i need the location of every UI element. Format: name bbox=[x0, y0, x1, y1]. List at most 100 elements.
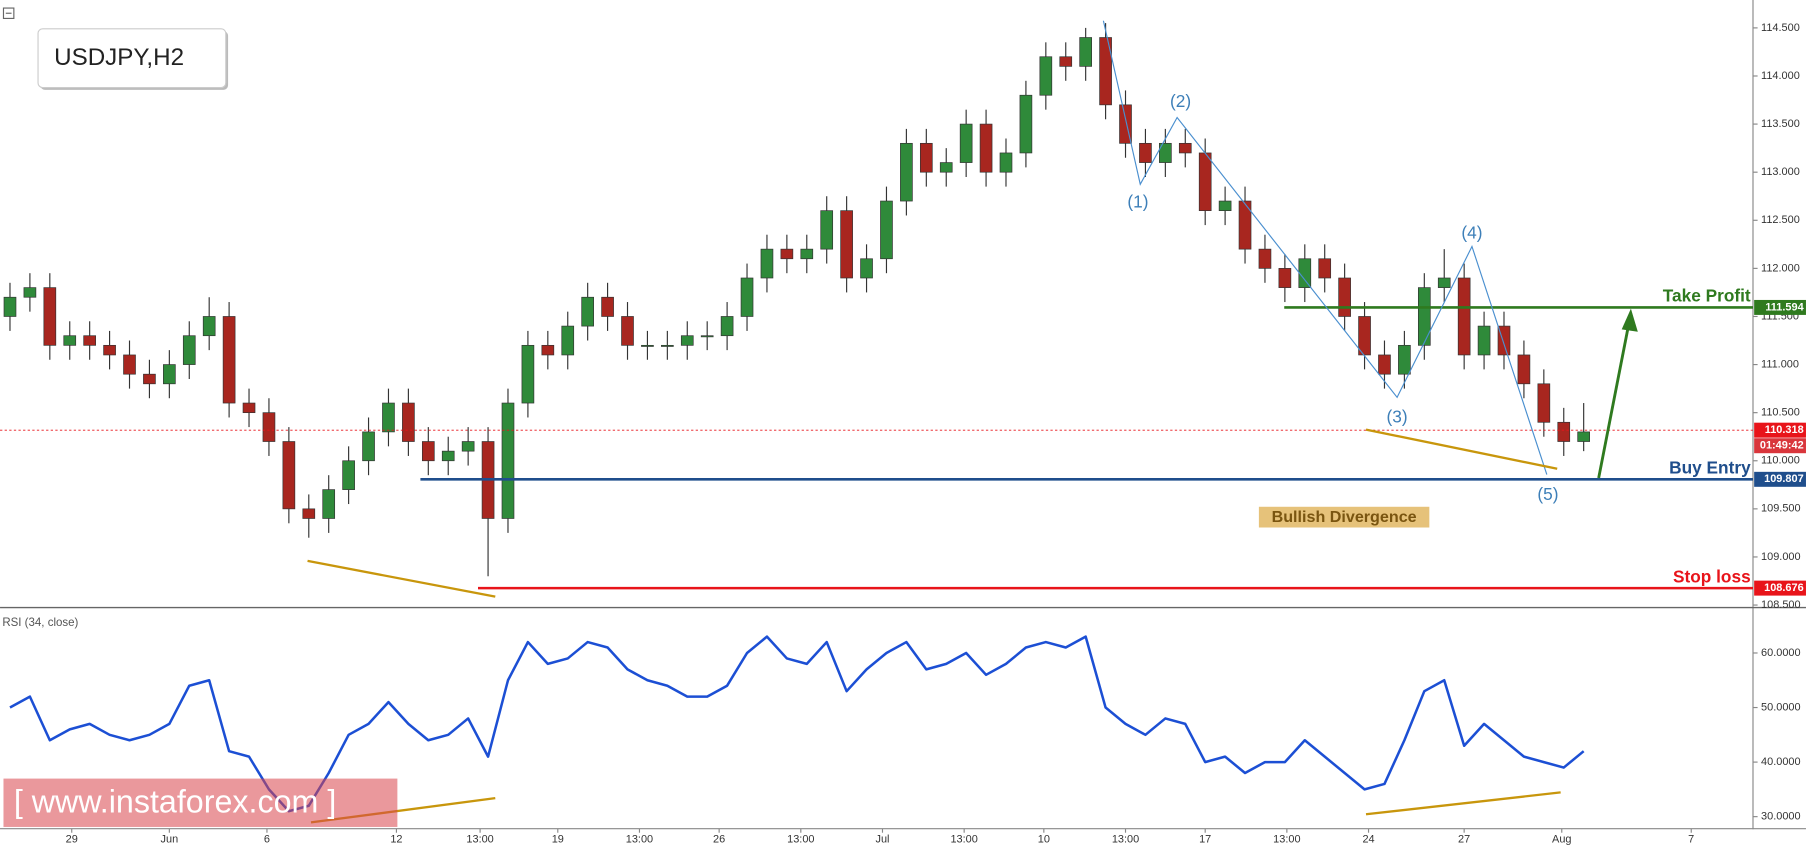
level-label: Buy Entry bbox=[1669, 458, 1751, 478]
wave-label: (4) bbox=[1461, 222, 1482, 242]
candle-body bbox=[959, 123, 973, 163]
candle-body bbox=[63, 335, 77, 346]
candle-body bbox=[561, 325, 575, 356]
x-tick-label: 19 bbox=[552, 834, 564, 846]
wave-label: (5) bbox=[1537, 484, 1558, 504]
y-tick-label: 40.0000 bbox=[1761, 756, 1801, 768]
x-tick-label: 27 bbox=[1458, 834, 1470, 846]
candle-body bbox=[1099, 37, 1112, 106]
divergence-box bbox=[1258, 506, 1430, 528]
candle-body bbox=[661, 344, 674, 347]
candle-body bbox=[521, 344, 535, 404]
x-tick-label: 26 bbox=[713, 834, 725, 846]
watermark-box bbox=[3, 778, 398, 827]
candle-body bbox=[939, 162, 953, 173]
candle-body bbox=[919, 142, 933, 173]
x-tick-label: 12 bbox=[390, 834, 402, 846]
x-tick-label: 6 bbox=[264, 834, 270, 846]
candle-body bbox=[382, 402, 395, 433]
candle-body bbox=[1079, 37, 1092, 67]
chart-title: USDJPY,H2 bbox=[54, 44, 184, 71]
candle-body bbox=[840, 210, 853, 279]
candle-body bbox=[1477, 325, 1491, 356]
candle-body bbox=[23, 287, 37, 298]
candle-body bbox=[143, 373, 156, 385]
candle-body bbox=[1039, 56, 1053, 96]
y-tick-label: 109.000 bbox=[1761, 551, 1801, 563]
y-tick-label: 110.500 bbox=[1761, 407, 1800, 419]
candle-body bbox=[222, 316, 236, 404]
candle-body bbox=[1417, 287, 1431, 346]
x-tick-label: 13:00 bbox=[466, 834, 493, 846]
x-tick-label: 7 bbox=[1688, 834, 1694, 846]
level-label: Take Profit bbox=[1663, 286, 1751, 306]
candle-body bbox=[621, 316, 634, 346]
y-tick-label: 113.500 bbox=[1761, 118, 1800, 130]
divergence-line bbox=[1365, 791, 1561, 816]
candle-body bbox=[780, 248, 794, 260]
candle-body bbox=[1537, 383, 1551, 423]
countdown-tag bbox=[1754, 438, 1806, 454]
candle-body bbox=[1497, 325, 1511, 356]
candle-body bbox=[979, 123, 993, 173]
candle-body bbox=[1178, 142, 1192, 154]
wave-line bbox=[1102, 20, 1548, 475]
candle-body bbox=[999, 152, 1013, 173]
candle-body bbox=[1557, 421, 1571, 442]
analysis-drawings bbox=[307, 20, 1638, 824]
candle-body bbox=[501, 402, 515, 519]
divergence-label: Bullish Divergence bbox=[1272, 508, 1417, 526]
y-tick-label: 60.0000 bbox=[1761, 647, 1801, 659]
wave-label: (1) bbox=[1127, 191, 1148, 211]
candle-body bbox=[362, 431, 375, 462]
x-tick-label: 13:00 bbox=[626, 834, 653, 846]
level-value: 109.807 bbox=[1764, 473, 1804, 485]
collapse-icon[interactable] bbox=[2, 7, 15, 20]
candle-body bbox=[720, 316, 734, 337]
level-tag bbox=[1754, 299, 1806, 315]
level-tag bbox=[1754, 580, 1806, 596]
candle-body bbox=[760, 248, 774, 279]
candle-body bbox=[461, 441, 475, 452]
plot-layer: 108.500 109.000 109.500 110.000 110.500 111.0… bbox=[0, 22, 1806, 846]
candle-body bbox=[1338, 277, 1351, 317]
y-tick-label: 111.000 bbox=[1761, 358, 1799, 370]
candle-body bbox=[83, 335, 96, 346]
candle-body bbox=[641, 344, 654, 347]
candle-body bbox=[282, 441, 296, 510]
candle-body bbox=[262, 412, 276, 442]
y-tick-label: 110.000 bbox=[1761, 455, 1800, 467]
y-tick-label: 112.500 bbox=[1761, 214, 1800, 226]
candle-body bbox=[421, 441, 435, 462]
candle-body bbox=[601, 296, 614, 317]
last-price-tag bbox=[1754, 422, 1806, 438]
candle-body bbox=[163, 364, 176, 385]
candle-body bbox=[43, 287, 57, 346]
candle-body bbox=[242, 402, 256, 414]
candle-body bbox=[302, 508, 316, 519]
candle-body bbox=[1318, 258, 1332, 279]
candle-body bbox=[1278, 268, 1292, 288]
candle-body bbox=[541, 344, 555, 356]
candle-body bbox=[581, 296, 594, 327]
x-tick-label: 13:00 bbox=[1112, 834, 1139, 846]
x-tick-label: Aug bbox=[1552, 834, 1571, 846]
candle-body bbox=[322, 489, 336, 519]
rsi-title: RSI (34, close) bbox=[2, 617, 78, 629]
candle-body bbox=[1159, 142, 1172, 163]
candle-body bbox=[342, 460, 355, 490]
y-tick-label: 50.0000 bbox=[1761, 701, 1801, 713]
candle-body bbox=[123, 354, 136, 375]
y-tick-label: 109.500 bbox=[1761, 503, 1801, 515]
target-arrow bbox=[1597, 324, 1631, 479]
candle-body bbox=[1218, 200, 1232, 212]
level-label: Stop loss bbox=[1673, 566, 1751, 586]
candle-body bbox=[740, 277, 754, 317]
x-tick-label: 17 bbox=[1199, 834, 1211, 846]
y-tick-label: 114.500 bbox=[1761, 22, 1800, 34]
candle-body bbox=[1457, 277, 1471, 356]
candle-body bbox=[1577, 431, 1590, 442]
x-tick-label: Jul bbox=[875, 834, 889, 846]
